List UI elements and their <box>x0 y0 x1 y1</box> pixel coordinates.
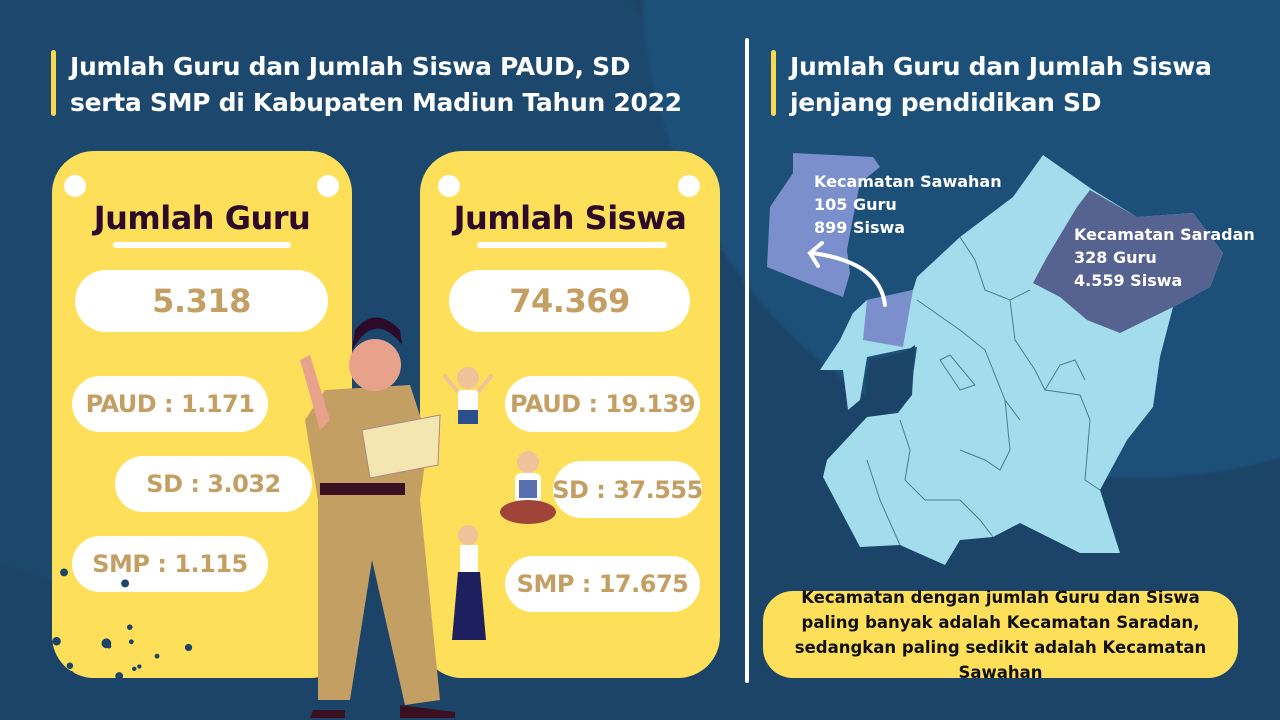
guru-card-title: Jumlah Guru <box>93 199 311 237</box>
decorative-dot <box>121 579 130 588</box>
madiun-map <box>767 153 1223 565</box>
student-illustration <box>442 367 494 424</box>
decorative-dot <box>154 653 160 659</box>
card-hole <box>317 175 339 197</box>
guru-card: Jumlah Guru 5.318 PAUD : 1.171 SD : 3.03… <box>52 151 352 678</box>
sawahan-guru: 105 Guru <box>814 195 897 214</box>
siswa-card-title: Jumlah Siswa <box>453 199 687 237</box>
guru-total: 5.318 <box>75 270 328 332</box>
decorative-dot <box>131 666 137 672</box>
decorative-dot <box>101 638 112 649</box>
title-underline <box>113 242 291 248</box>
left-title: Jumlah Guru dan Jumlah Siswa PAUD, SD se… <box>70 52 682 117</box>
decorative-dot <box>84 684 91 690</box>
divider <box>745 38 749 683</box>
siswa-sd: SD : 37.555 <box>552 461 703 518</box>
guru-smp: SMP : 1.115 <box>72 536 268 592</box>
student-illustration <box>452 525 486 640</box>
decorative-dot <box>137 664 142 669</box>
decorative-dot <box>56 679 62 685</box>
saradan-name: Kecamatan Saradan <box>1074 225 1255 244</box>
decorative-dot <box>52 637 61 646</box>
decorative-dot <box>115 672 124 680</box>
map-region-sawahan <box>767 153 880 297</box>
map-region-sawahan <box>863 290 913 347</box>
title-accent-bar <box>771 50 776 116</box>
map-region-hole <box>865 345 915 415</box>
title-underline <box>477 242 667 248</box>
sawahan-label: Kecamatan Sawahan 105 Guru 899 Siswa <box>814 170 1002 239</box>
saradan-label: Kecamatan Saradan 328 Guru 4.559 Siswa <box>1074 223 1255 292</box>
decorative-dot <box>65 670 75 680</box>
siswa-paud: PAUD : 19.139 <box>505 376 700 432</box>
card-hole <box>438 175 460 197</box>
card-hole <box>678 175 700 197</box>
siswa-smp: SMP : 17.675 <box>505 556 700 612</box>
summary-note: Kecamatan dengan jumlah Guru dan Siswa p… <box>763 588 1238 682</box>
decorative-dot <box>66 662 74 670</box>
title-accent-bar <box>51 50 56 116</box>
sawahan-name: Kecamatan Sawahan <box>814 172 1002 191</box>
teacher-illustration <box>300 317 455 718</box>
sawahan-siswa: 899 Siswa <box>814 218 906 237</box>
decorative-dot <box>184 643 193 652</box>
saradan-siswa: 4.559 Siswa <box>1074 271 1183 290</box>
map-region-saradan <box>1033 190 1223 333</box>
decorative-dot <box>126 624 133 630</box>
decorative-dot <box>128 639 134 645</box>
decorative-dot <box>60 568 68 577</box>
right-title: Jumlah Guru dan Jumlah Siswa jenjang pen… <box>790 52 1212 117</box>
card-hole <box>64 175 86 197</box>
arrow-icon <box>810 251 887 307</box>
siswa-total: 74.369 <box>449 270 690 332</box>
guru-sd: SD : 3.032 <box>115 456 312 512</box>
arrow-head-icon <box>807 241 824 268</box>
student-illustration <box>500 451 556 524</box>
guru-paud: PAUD : 1.171 <box>72 376 268 432</box>
saradan-guru: 328 Guru <box>1074 248 1157 267</box>
decorative-dots <box>52 568 193 690</box>
